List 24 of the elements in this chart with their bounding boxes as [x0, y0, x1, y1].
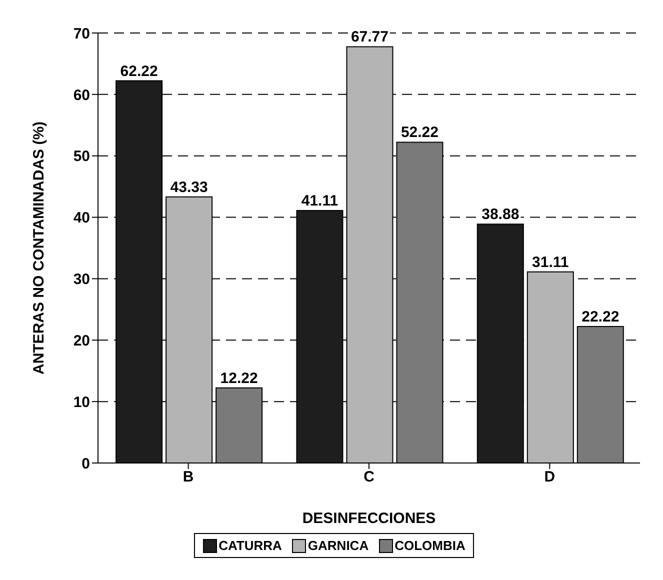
- y-tick-label: 0: [82, 455, 90, 472]
- legend-label: COLOMBIA: [394, 538, 466, 553]
- y-axis-title: ANTERAS NO CONTAMINADAS (%): [30, 121, 48, 375]
- legend-label: GARNICA: [306, 538, 369, 553]
- y-tick-label: 10: [73, 394, 90, 411]
- data-label: 22.22: [582, 308, 620, 326]
- y-tick-label: 30: [73, 271, 90, 288]
- y-tick-label: 70: [73, 25, 90, 42]
- y-tick-label: 50: [73, 148, 90, 166]
- data-label: 41.11: [301, 192, 338, 210]
- data-label: 67.77: [350, 28, 389, 46]
- x-tick-label: C: [364, 468, 375, 486]
- x-axis-title: DESINFECCIONES: [302, 510, 436, 527]
- y-tick-label: 20: [73, 332, 90, 350]
- x-tick-label: D: [544, 468, 556, 486]
- x-tick-label: B: [182, 468, 194, 486]
- data-label: 12.22: [220, 370, 258, 387]
- data-label: 43.33: [170, 178, 208, 196]
- data-label: 62.22: [120, 62, 158, 80]
- data-label: 52.22: [400, 124, 439, 142]
- data-label: 31.11: [532, 254, 569, 271]
- y-tick-label: 40: [73, 210, 90, 227]
- legend-label: CATURRA: [218, 538, 282, 553]
- y-tick-label: 60: [73, 86, 90, 104]
